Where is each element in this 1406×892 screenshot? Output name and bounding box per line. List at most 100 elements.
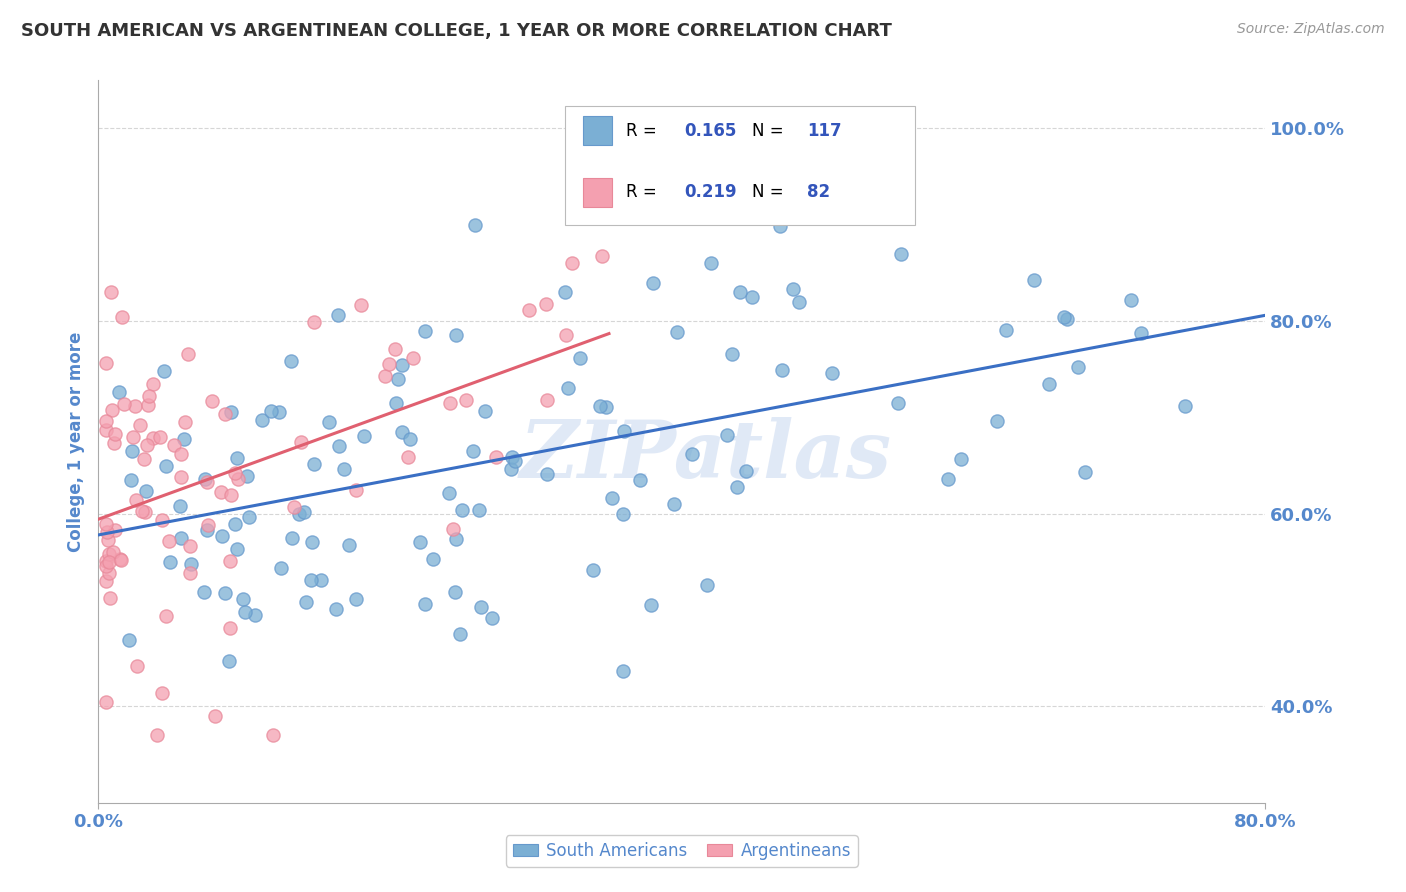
Point bbox=[129, 418, 152, 433]
Point bbox=[135, 438, 157, 452]
Point bbox=[100, 285, 122, 299]
Point bbox=[295, 595, 318, 609]
Point bbox=[283, 500, 305, 514]
Point bbox=[157, 534, 180, 549]
Point bbox=[374, 368, 396, 383]
Point bbox=[127, 659, 149, 673]
Point bbox=[769, 219, 792, 233]
Point bbox=[986, 414, 1008, 428]
Point bbox=[519, 302, 541, 317]
Point bbox=[890, 246, 912, 260]
Point bbox=[444, 584, 467, 599]
Text: R =: R = bbox=[626, 122, 662, 140]
Point bbox=[235, 468, 257, 483]
Point bbox=[734, 464, 756, 478]
Point bbox=[101, 403, 124, 417]
Point bbox=[233, 605, 256, 619]
Point bbox=[582, 563, 605, 577]
Point bbox=[218, 621, 240, 635]
Text: 0.219: 0.219 bbox=[685, 183, 737, 202]
Point bbox=[98, 566, 121, 580]
Point bbox=[995, 323, 1018, 337]
Point bbox=[886, 396, 908, 410]
Point bbox=[485, 450, 508, 464]
Point bbox=[267, 405, 290, 419]
Point bbox=[385, 395, 408, 409]
Point bbox=[1074, 465, 1097, 479]
Point bbox=[290, 435, 312, 450]
Point bbox=[214, 586, 236, 600]
Point bbox=[219, 554, 242, 568]
Point bbox=[150, 686, 173, 700]
Point bbox=[94, 423, 117, 437]
Point bbox=[125, 492, 148, 507]
Point bbox=[595, 400, 617, 414]
Point bbox=[1038, 376, 1060, 391]
Point bbox=[288, 507, 311, 521]
Point bbox=[148, 430, 170, 444]
Point bbox=[681, 447, 703, 461]
Point bbox=[153, 364, 176, 378]
Text: Source: ZipAtlas.com: Source: ZipAtlas.com bbox=[1237, 22, 1385, 37]
Legend: South Americans, Argentineans: South Americans, Argentineans bbox=[506, 836, 858, 867]
Point bbox=[413, 597, 436, 611]
Point bbox=[422, 552, 444, 566]
Point bbox=[399, 432, 422, 446]
Text: 0.165: 0.165 bbox=[685, 122, 737, 140]
Point bbox=[725, 480, 748, 494]
Point bbox=[628, 473, 651, 487]
Point bbox=[121, 444, 143, 458]
Point bbox=[474, 404, 496, 418]
Point bbox=[328, 439, 350, 453]
Point bbox=[299, 573, 322, 587]
Point bbox=[325, 602, 347, 616]
Point bbox=[155, 609, 177, 624]
Point bbox=[536, 467, 558, 481]
Point bbox=[292, 505, 315, 519]
Point bbox=[408, 534, 430, 549]
Point bbox=[534, 297, 557, 311]
Point bbox=[150, 513, 173, 527]
Point bbox=[301, 534, 323, 549]
Point bbox=[94, 356, 117, 370]
Point bbox=[333, 462, 356, 476]
Point bbox=[179, 539, 201, 553]
Point bbox=[503, 454, 526, 468]
Point bbox=[142, 377, 165, 392]
Point bbox=[104, 426, 127, 441]
Point bbox=[218, 654, 240, 668]
Point bbox=[378, 358, 401, 372]
Point bbox=[96, 525, 118, 540]
Point bbox=[135, 483, 157, 498]
Point bbox=[134, 505, 156, 519]
Point bbox=[211, 485, 233, 500]
Point bbox=[173, 432, 195, 446]
Text: 82: 82 bbox=[807, 183, 830, 202]
Point bbox=[221, 405, 243, 419]
Point bbox=[197, 523, 219, 537]
Point bbox=[387, 372, 409, 386]
Point bbox=[94, 695, 117, 709]
Point bbox=[557, 381, 579, 395]
Point bbox=[219, 488, 242, 502]
Point bbox=[224, 516, 246, 531]
Point bbox=[696, 577, 718, 591]
Point bbox=[1067, 360, 1090, 375]
Point bbox=[228, 472, 250, 486]
Point bbox=[169, 499, 191, 513]
Point bbox=[193, 584, 215, 599]
Point bbox=[94, 554, 117, 568]
Point bbox=[449, 626, 471, 640]
Point bbox=[260, 404, 283, 418]
Point bbox=[262, 728, 284, 742]
Point bbox=[280, 354, 302, 368]
Point bbox=[536, 393, 558, 408]
Point bbox=[195, 475, 218, 489]
FancyBboxPatch shape bbox=[582, 178, 612, 207]
Point bbox=[337, 538, 360, 552]
Text: N =: N = bbox=[752, 183, 789, 202]
Point bbox=[197, 517, 219, 532]
Point bbox=[1174, 400, 1197, 414]
Point bbox=[437, 486, 460, 500]
Point bbox=[131, 504, 153, 518]
